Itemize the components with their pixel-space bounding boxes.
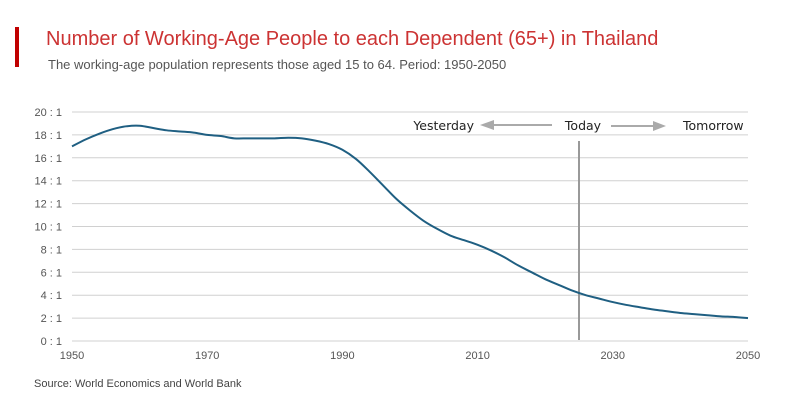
title-accent-bar <box>15 27 19 67</box>
y-tick-label: 20 : 1 <box>34 107 62 119</box>
chart-subtitle: The working-age population represents th… <box>48 57 507 72</box>
x-axis-ticks: 1950 1970 1990 2010 2030 2050 <box>60 350 760 362</box>
x-tick-label: 1950 <box>60 350 84 362</box>
y-tick-label: 18 : 1 <box>34 130 62 142</box>
y-tick-label: 8 : 1 <box>41 244 62 256</box>
y-tick-label: 0 : 1 <box>41 336 62 348</box>
chart-title: Number of Working-Age People to each Dep… <box>46 28 659 50</box>
today-label: Today <box>564 118 602 133</box>
yesterday-label: Yesterday <box>412 118 474 133</box>
x-tick-label: 2030 <box>601 350 625 362</box>
x-tick-label: 1990 <box>330 350 354 362</box>
y-axis-ticks: 0 : 1 2 : 1 4 : 1 6 : 1 8 : 1 10 : 1 12 : 1 14 … <box>34 107 62 348</box>
x-tick-label: 1970 <box>195 350 219 362</box>
y-tick-label: 14 : 1 <box>34 176 62 188</box>
y-tick-label: 4 : 1 <box>41 290 62 302</box>
timeline-annotations: Yesterday Today Tomorrow <box>412 118 743 133</box>
arrow-right-icon <box>611 121 666 131</box>
x-tick-label: 2010 <box>465 350 489 362</box>
gridlines <box>72 111 748 342</box>
tomorrow-label: Tomorrow <box>682 118 744 133</box>
y-tick-label: 2 : 1 <box>41 313 62 325</box>
source-note: Source: World Economics and World Bank <box>34 378 242 390</box>
y-tick-label: 10 : 1 <box>34 222 62 234</box>
y-tick-label: 12 : 1 <box>34 199 62 211</box>
y-tick-label: 6 : 1 <box>41 267 62 279</box>
y-tick-label: 16 : 1 <box>34 153 62 165</box>
arrow-left-icon <box>480 120 552 130</box>
x-tick-label: 2050 <box>736 350 760 362</box>
series-line <box>71 124 749 320</box>
